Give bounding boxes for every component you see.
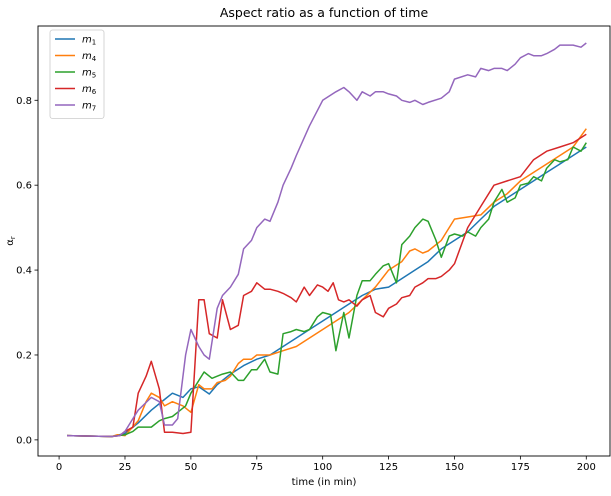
- x-axis: 0 25 50 75 100 125 150 175 200: [56, 456, 596, 473]
- legend: m1 m4 m5 m6 m7: [49, 29, 105, 119]
- legend-label-m5: m5: [82, 68, 96, 80]
- y-tick-label: 0.2: [16, 350, 32, 361]
- x-tick-label: 50: [185, 462, 198, 473]
- series-line-m7: [66, 42, 587, 438]
- y-axis: 0.0 0.2 0.4 0.6 0.8: [16, 96, 38, 446]
- x-tick-label: 175: [511, 462, 530, 473]
- x-tick-label: 125: [379, 462, 398, 473]
- y-tick-label: 0.6: [16, 181, 32, 192]
- legend-label-m1: m1: [82, 35, 96, 47]
- x-tick-label: 75: [250, 462, 263, 473]
- series-line-m6: [66, 133, 587, 438]
- x-axis-label: time (in min): [292, 477, 357, 488]
- series-line-m5: [66, 142, 587, 438]
- y-axis-label: αr: [5, 236, 17, 246]
- y-tick-label: 0.4: [16, 266, 32, 277]
- legend-label-m6: m6: [82, 84, 97, 96]
- legend-label-m4: m4: [82, 51, 97, 63]
- x-tick-label: 100: [313, 462, 332, 473]
- legend-box: [49, 29, 105, 119]
- y-tick-label: 0.0: [16, 435, 32, 446]
- x-tick-label: 150: [445, 462, 464, 473]
- x-tick-label: 25: [119, 462, 132, 473]
- x-tick-label: 0: [56, 462, 62, 473]
- legend-label-m7: m7: [82, 101, 96, 113]
- axes-frame: [37, 25, 611, 457]
- plot-area: [66, 42, 587, 438]
- chart-title: Aspect ratio as a function of time: [220, 5, 429, 20]
- y-tick-label: 0.8: [16, 96, 32, 107]
- series-line-m1: [66, 146, 587, 438]
- x-tick-label: 200: [577, 462, 596, 473]
